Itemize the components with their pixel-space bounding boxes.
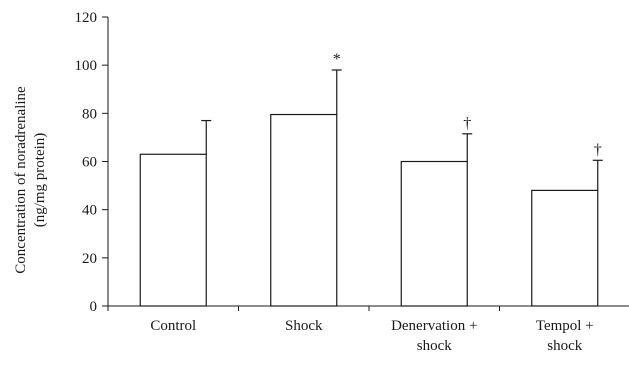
y-tick-label: 100: [75, 58, 98, 74]
y-tick-label: 20: [82, 251, 97, 267]
y-tick-label: 80: [82, 106, 97, 122]
x-tick-label: Tempol +: [536, 318, 594, 334]
y-axis-title: Concentration of noradrenaline (ng/mg pr…: [13, 86, 48, 274]
x-tick-label: Shock: [285, 318, 323, 334]
x-tick-labels: Control Shock Denervation + shock Tempol + sh…: [150, 318, 593, 354]
bar-group: †: [400, 115, 473, 307]
y-tick-label: 0: [90, 299, 98, 315]
x-tick-label: shock: [417, 338, 452, 354]
y-axis: 0 20 40 60 80 100 120: [75, 10, 109, 315]
significance-marker: *: [333, 51, 341, 68]
significance-marker: †: [594, 141, 602, 158]
x-tick-label: shock: [547, 338, 582, 354]
bar: [139, 153, 207, 307]
bar: [400, 160, 468, 307]
y-tick-label: 120: [75, 10, 98, 26]
bars-group: * † †: [139, 51, 603, 307]
y-tick-label: 40: [82, 203, 97, 219]
bar-group: *: [270, 51, 342, 307]
y-tick-label: 60: [82, 155, 97, 171]
x-tick-label: Denervation +: [391, 318, 477, 334]
y-axis-title-line-2: (ng/mg protein): [32, 133, 48, 228]
x-tick-label: Control: [150, 318, 196, 334]
y-axis-title-line-1: Concentration of noradrenaline: [13, 86, 29, 274]
bar: [270, 113, 338, 307]
x-axis: [107, 305, 629, 311]
bar: [531, 189, 599, 307]
significance-marker: †: [463, 115, 471, 132]
bar-group: [139, 119, 212, 307]
bar-group: †: [531, 141, 603, 307]
